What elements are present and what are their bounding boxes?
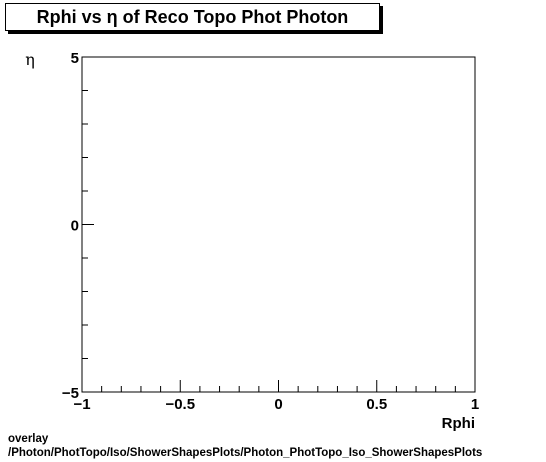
x-tick-label: 0.5 — [366, 396, 387, 413]
x-axis-tick-labels: −1 −0.5 0 0.5 1 — [73, 396, 479, 413]
x-axis-ticks — [81, 380, 476, 392]
footer-line-path: /Photon/PhotTopo/Iso/ShowerShapesPlots/P… — [8, 447, 483, 459]
y-axis-title: η — [25, 50, 35, 69]
chart-title: Rphi vs η of Reco Topo Phot Photon — [36, 6, 349, 27]
footer-path: overlay /Photon/PhotTopo/Iso/ShowerShape… — [8, 432, 482, 460]
x-tick-label: 0 — [274, 396, 282, 413]
x-tick-label: −1 — [73, 396, 90, 413]
plot-frame — [81, 56, 476, 393]
chart-title-box: Rphi vs η of Reco Topo Phot Photon — [5, 3, 380, 31]
x-axis-title: Rphi — [442, 415, 475, 432]
y-tick-label: 5 — [71, 50, 79, 67]
y-tick-label: 0 — [71, 218, 79, 235]
y-axis-ticks — [82, 56, 94, 393]
y-tick-label: −5 — [62, 385, 79, 402]
x-tick-label: −0.5 — [165, 396, 195, 413]
y-axis-tick-labels: −5 0 5 — [62, 50, 79, 402]
x-tick-label: 1 — [471, 396, 479, 413]
footer-line-overlay: overlay — [8, 433, 49, 445]
chart-plot: −1 −0.5 0 0.5 1 −5 0 5 Rphi η — [25, 50, 479, 432]
